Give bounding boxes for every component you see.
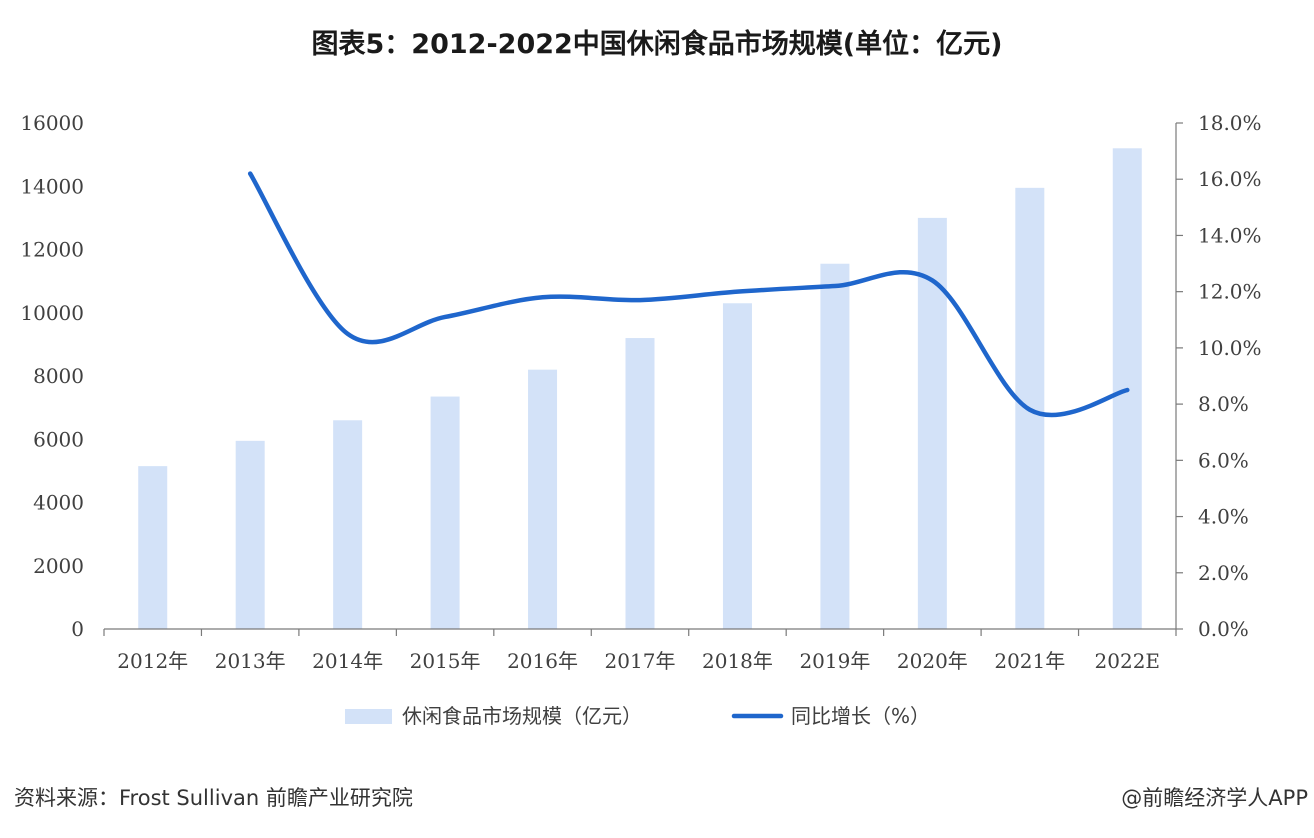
y-left-tick-label: 14000 (20, 174, 84, 198)
y-right-tick-label: 0.0% (1198, 617, 1249, 641)
y-left-tick-label: 4000 (33, 491, 84, 515)
legend-swatch-bar (345, 709, 392, 724)
x-tick-label: 2018年 (702, 649, 773, 673)
y-right-tick-label: 8.0% (1198, 392, 1249, 416)
x-tick-label: 2020年 (897, 649, 968, 673)
y-right-tick-label: 18.0% (1198, 111, 1262, 135)
x-tick-label: 2019年 (799, 649, 870, 673)
line-series (247, 171, 1130, 418)
bar (235, 440, 265, 629)
y-left-tick-label: 12000 (20, 238, 84, 262)
source-note: 资料来源：Frost Sullivan 前瞻产业研究院 (14, 786, 413, 810)
x-tick-label: 2021年 (994, 649, 1065, 673)
x-tick-label: 2017年 (605, 649, 676, 673)
x-tick-label: 2022E (1095, 649, 1161, 673)
bar-series (138, 148, 1142, 630)
chart-legend: 休闲食品市场规模（亿元） 同比增长（%） (345, 704, 930, 728)
chart-title: 图表5：2012-2022中国休闲食品市场规模(单位：亿元) (311, 29, 1003, 60)
y-right-tick-label: 4.0% (1198, 505, 1249, 529)
bar (722, 303, 752, 629)
y-right-tick-label: 2.0% (1198, 561, 1249, 585)
bar (625, 338, 655, 629)
y-left-tick-label: 16000 (20, 111, 84, 135)
legend-label-bar: 休闲食品市场规模（亿元） (402, 704, 642, 728)
growth-line (247, 171, 1130, 418)
y-right-tick-label: 6.0% (1198, 448, 1249, 472)
y-right-tick-label: 10.0% (1198, 336, 1262, 360)
y-left-tick-label: 0 (71, 617, 84, 641)
bar (528, 369, 558, 629)
y-left-tick-label: 6000 (33, 427, 84, 451)
bar (333, 420, 363, 629)
x-tick-label: 2016年 (507, 649, 578, 673)
y-right-tick-label: 12.0% (1198, 280, 1262, 304)
credit-note: @前瞻经济学人APP (1121, 786, 1308, 810)
chart-axes: 0 2000 4000 6000 8000 10000 12000 14000 16000 0.0… (20, 111, 1261, 673)
y-left-tick-label: 2000 (33, 554, 84, 578)
legend-label-line: 同比增长（%） (791, 704, 930, 728)
bar (138, 466, 168, 629)
y-right-tick-label: 16.0% (1198, 167, 1262, 191)
x-tick-label: 2015年 (410, 649, 481, 673)
x-tick-label: 2012年 (117, 649, 188, 673)
y-right-tick-label: 14.0% (1198, 223, 1262, 247)
y-left-tick-label: 10000 (20, 301, 84, 325)
bar (820, 263, 850, 629)
bar (430, 396, 460, 629)
y-left-tick-label: 8000 (33, 364, 84, 388)
x-tick-label: 2013年 (215, 649, 286, 673)
x-tick-label: 2014年 (312, 649, 383, 673)
